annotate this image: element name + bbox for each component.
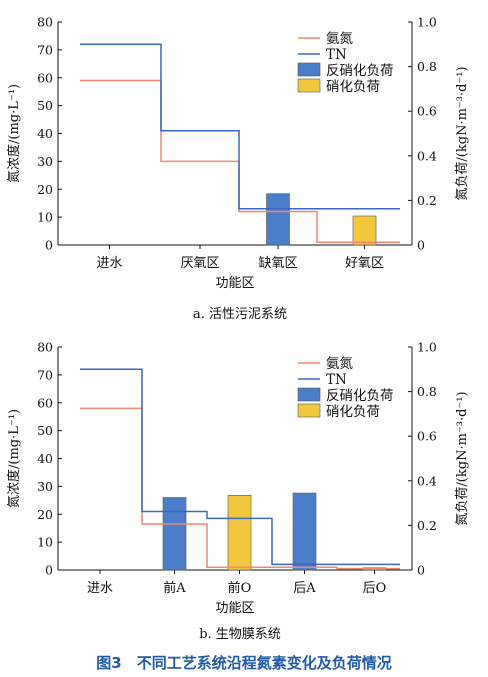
right-axis-title: 氮负荷/(kgN·m⁻³·d⁻¹) (455, 66, 470, 200)
left-tick-label: 80 (37, 15, 53, 30)
left-tick-label: 0 (45, 563, 53, 578)
right-tick-label: 0.6 (417, 429, 437, 444)
right-tick-label: 0.4 (417, 148, 437, 163)
right-axis-title: 氮负荷/(kgN·m⁻³·d⁻¹) (455, 391, 470, 525)
legend-nit-swatch (297, 403, 321, 418)
nitrification-bar (352, 215, 377, 246)
right-tick-label: 0 (417, 563, 425, 578)
right-tick-label: 0 (417, 238, 425, 253)
chart-panel-b: 0 10 20 30 40 50 60 70 80 0 0.2 0.4 0.6 0.8 1.0 进水 前A 前O 后… (6, 340, 470, 643)
left-tick-label: 30 (37, 479, 53, 494)
x-axis-title: 功能区 (215, 276, 254, 291)
x-tick-label: 前O (228, 580, 252, 596)
left-tick-label: 50 (37, 423, 53, 438)
left-tick-label: 70 (37, 42, 53, 57)
legend-denit-label: 反硝化负荷 (326, 388, 394, 404)
legend-ammonia-label: 氨氮 (326, 31, 353, 47)
left-axis-title: 氮浓度/(mg·L⁻¹) (6, 409, 22, 508)
x-tick-label: 进水 (96, 256, 122, 271)
tn-step-line (80, 43, 400, 210)
chart-panel-a: 0 10 20 30 40 50 60 70 80 0 0.2 0.4 0.6 0.8 1.0 进水 厌氧区 缺氧… (6, 15, 470, 323)
x-tick-label: 进水 (87, 581, 113, 596)
left-tick-label: 40 (37, 126, 53, 141)
right-tick-label: 0.6 (417, 104, 437, 119)
legend-tn-label: TN (326, 47, 347, 63)
x-tick-label: 后A (293, 581, 316, 596)
legend-nit-label: 硝化负荷 (326, 79, 380, 95)
subfigure-caption: a. 活性污泥系统 (193, 307, 287, 322)
right-tick-label: 1.0 (417, 340, 437, 355)
legend-denit-swatch (297, 62, 321, 77)
right-tick-label: 1.0 (417, 15, 437, 30)
legend-ammonia-label: 氨氮 (326, 356, 353, 372)
left-tick-label: 60 (37, 395, 53, 410)
left-tick-label: 30 (37, 154, 53, 169)
right-tick-label: 0.2 (417, 193, 437, 208)
left-tick-label: 10 (37, 210, 53, 225)
legend-nit-label: 硝化负荷 (326, 404, 380, 420)
legend-denit-label: 反硝化负荷 (326, 63, 394, 79)
left-tick-label: 20 (37, 507, 53, 522)
left-tick-label: 50 (37, 98, 53, 113)
left-tick-label: 40 (37, 451, 53, 466)
denitrification-bar (266, 193, 290, 246)
right-tick-label: 0.2 (417, 518, 437, 533)
x-tick-label: 后O (363, 581, 387, 596)
right-tick-label: 0.8 (417, 384, 437, 399)
left-tick-label: 0 (45, 238, 53, 253)
legend-tn-label: TN (326, 372, 347, 388)
ammonia-step-line (80, 79, 400, 243)
figure-caption: 图3 不同工艺系统沿程氮素变化及负荷情况 (96, 654, 391, 672)
subfigure-caption: b. 生物膜系统 (199, 627, 281, 642)
legend-nit-swatch (297, 78, 321, 93)
denitrification-bar (292, 492, 317, 571)
left-axis-title: 氮浓度/(mg·L⁻¹) (6, 84, 22, 183)
left-tick-label: 80 (37, 340, 53, 355)
x-axis-title: 功能区 (215, 601, 254, 616)
right-tick-label: 0.8 (417, 59, 437, 74)
x-tick-label: 好氧区 (345, 256, 384, 271)
x-tick-label: 前A (163, 580, 186, 596)
denitrification-bar (162, 497, 187, 571)
left-tick-label: 70 (37, 367, 53, 382)
legend-denit-swatch (297, 387, 321, 402)
tn-step-line (80, 368, 400, 566)
x-tick-label: 厌氧区 (180, 256, 219, 271)
left-tick-label: 10 (37, 535, 53, 550)
nitrification-bar (227, 494, 252, 571)
x-tick-label: 缺氧区 (258, 256, 297, 271)
right-tick-label: 0.4 (417, 473, 437, 488)
left-tick-label: 60 (37, 70, 53, 85)
left-tick-label: 20 (37, 182, 53, 197)
